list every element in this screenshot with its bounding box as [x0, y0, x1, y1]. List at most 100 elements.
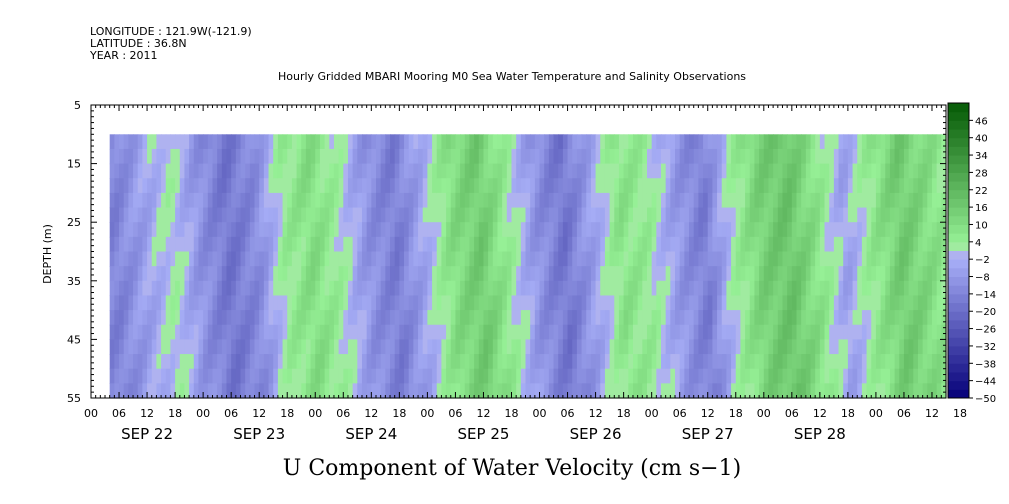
heatmap-cell — [189, 368, 195, 384]
heatmap-cell — [287, 192, 293, 209]
heatmap-cell — [534, 310, 541, 326]
heatmap-cell — [595, 148, 601, 165]
heatmap-cell — [413, 266, 419, 282]
heatmap-cell — [717, 178, 723, 194]
heatmap-cell — [847, 383, 854, 399]
heatmap-cell — [464, 192, 471, 209]
heatmap-cell — [544, 339, 550, 355]
heatmap-cell — [791, 222, 798, 238]
heatmap-cell — [226, 236, 232, 253]
heatmap-cell — [301, 222, 307, 238]
heatmap-cell — [763, 280, 770, 297]
heatmap-cell — [385, 192, 391, 209]
heatmap-cell — [749, 148, 756, 165]
heatmap-cell — [894, 192, 900, 209]
heatmap-cell — [567, 383, 573, 399]
heatmap-cell — [581, 339, 587, 355]
heatmap-cell — [843, 148, 849, 165]
heatmap-cell — [404, 192, 410, 209]
heatmap-cell — [833, 236, 840, 253]
heatmap-cell — [717, 207, 723, 223]
heatmap-cell — [291, 148, 298, 165]
heatmap-cell — [637, 236, 643, 253]
heatmap-cell — [119, 178, 125, 194]
heatmap-cell — [880, 339, 886, 355]
heatmap-cell — [446, 324, 452, 340]
heatmap-cell — [418, 163, 424, 179]
heatmap-cell — [927, 295, 933, 311]
heatmap-cell — [534, 236, 541, 253]
heatmap-cell — [875, 339, 882, 355]
heatmap-cell — [642, 354, 648, 370]
colorbar-swatch — [948, 363, 969, 373]
heatmap-cell — [156, 310, 162, 326]
heatmap-cell — [749, 163, 756, 179]
heatmap-cell — [917, 134, 924, 150]
heatmap-cell — [502, 192, 508, 209]
heatmap-cell — [488, 266, 494, 282]
heatmap-cell — [142, 266, 148, 282]
x-tick-label: 18 — [168, 407, 182, 420]
heatmap-cell — [642, 280, 648, 297]
heatmap-cell — [488, 236, 494, 253]
heatmap-cell — [361, 280, 368, 297]
heatmap-cell — [609, 324, 615, 340]
heatmap-cell — [310, 368, 316, 384]
heatmap-cell — [460, 207, 466, 223]
heatmap-cell — [548, 222, 555, 238]
heatmap-cell — [427, 383, 433, 399]
heatmap-cell — [497, 339, 503, 355]
heatmap-cell — [707, 354, 713, 370]
colorbar-swatch — [948, 146, 969, 156]
heatmap-cell — [885, 236, 891, 253]
heatmap-cell — [474, 207, 480, 223]
heatmap-cell — [707, 280, 713, 297]
heatmap-cell — [618, 192, 625, 209]
heatmap-cell — [899, 354, 905, 370]
heatmap-cell — [721, 324, 728, 340]
heatmap-cell — [534, 280, 541, 297]
heatmap-cell — [226, 295, 232, 311]
heatmap-cell — [394, 236, 400, 253]
heatmap-cell — [133, 368, 139, 384]
heatmap-cell — [632, 368, 639, 384]
heatmap-cell — [333, 163, 340, 179]
heatmap-cell — [805, 134, 812, 150]
heatmap-cell — [712, 266, 718, 282]
heatmap-cell — [231, 148, 237, 165]
heatmap-cell — [455, 280, 461, 297]
heatmap-cell — [338, 280, 344, 297]
heatmap-cell — [717, 148, 723, 165]
heatmap-cell — [492, 354, 499, 370]
heatmap-cell — [913, 134, 919, 150]
heatmap-cell — [791, 280, 798, 297]
heatmap-cell — [305, 134, 312, 150]
heatmap-cell — [366, 295, 372, 311]
heatmap-cell — [324, 163, 330, 179]
heatmap-cell — [689, 236, 695, 253]
heatmap-cell — [226, 310, 232, 326]
heatmap-cell — [212, 148, 218, 165]
heatmap-cell — [249, 324, 256, 340]
heatmap-cell — [861, 310, 868, 326]
heatmap-cell — [931, 354, 938, 370]
heatmap-cell — [413, 222, 419, 238]
heatmap-cell — [263, 295, 270, 311]
heatmap-cell — [147, 295, 153, 311]
heatmap-cell — [791, 207, 798, 223]
heatmap-cell — [137, 148, 143, 165]
heatmap-cell — [899, 310, 905, 326]
heatmap-cell — [432, 383, 438, 399]
heatmap-cell — [254, 148, 260, 165]
heatmap-cell — [333, 295, 340, 311]
heatmap-cell — [371, 324, 377, 340]
heatmap-cell — [399, 192, 405, 209]
heatmap-cell — [590, 134, 597, 150]
heatmap-cell — [268, 354, 274, 370]
heatmap-cell — [319, 339, 326, 355]
heatmap-cell — [137, 207, 143, 223]
heatmap-cell — [922, 134, 928, 150]
heatmap-cell — [885, 280, 891, 297]
heatmap-cell — [749, 207, 756, 223]
heatmap-cell — [614, 383, 620, 399]
